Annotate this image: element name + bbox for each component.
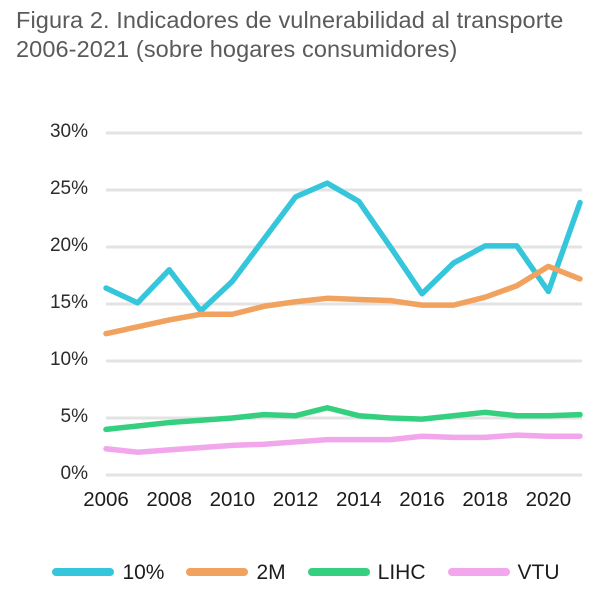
legend-item-2m[interactable]: 2M (186, 560, 286, 584)
legend-color-swatch (186, 568, 249, 576)
plot-area (0, 110, 612, 490)
x-axis-tick-label: 2012 (272, 488, 319, 511)
legend-color-swatch (307, 568, 370, 576)
x-axis-tick-label: 2020 (525, 488, 572, 511)
y-axis-tick-label: 20% (49, 235, 88, 256)
legend-label: LIHC (377, 560, 426, 584)
y-axis-tick-label: 30% (49, 121, 88, 142)
legend-label: VTU (517, 560, 560, 584)
series-line-10 (103, 180, 583, 314)
y-axis-tick-label: 10% (49, 349, 88, 370)
page-title: Figura 2. Indicadores de vulnerabilidad … (16, 7, 571, 62)
legend-color-swatch (447, 568, 510, 576)
x-axis-tick-label: 2018 (462, 488, 508, 511)
x-axis-tick-label: 2016 (399, 488, 445, 511)
series-line-vtu (103, 432, 583, 455)
y-axis-tick-label: 0% (60, 463, 88, 484)
x-axis-tick-label: 2008 (146, 488, 192, 511)
series-lines (103, 180, 583, 455)
chart-canvas (103, 131, 583, 477)
x-axis-tick-label: 2010 (209, 488, 256, 511)
legend-item-vtu[interactable]: VTU (447, 560, 560, 584)
legend-label: 10% (122, 560, 165, 584)
y-axis-tick-label: 25% (49, 178, 88, 199)
legend-label: 2M (256, 560, 286, 584)
x-axis-labels: 2006 2008 2010 2012 2014 2016 2018 2020 (0, 488, 612, 522)
y-axis-tick-label: 15% (49, 292, 88, 313)
x-axis-tick-label: 2006 (83, 488, 129, 511)
series-line-2m (103, 263, 583, 337)
y-axis-tick-label: 5% (60, 406, 88, 427)
title-block: Figura 2. Indicadores de vulnerabilidad … (16, 6, 596, 64)
legend-color-swatch (52, 568, 115, 576)
series-line-lihc (103, 404, 583, 433)
x-axis-tick-label: 2014 (335, 488, 382, 511)
legend-item-lihc[interactable]: LIHC (307, 560, 426, 584)
legend-item-10pct[interactable]: 10% (52, 562, 164, 583)
chart-legend: 10% 2M LIHC VTU (0, 552, 612, 592)
